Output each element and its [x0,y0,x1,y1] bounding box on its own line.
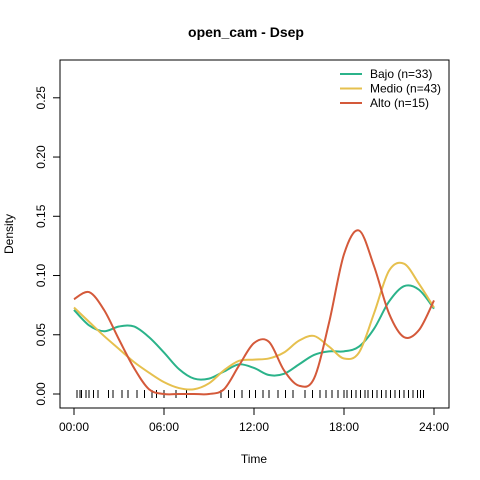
x-axis: 00:00 06:00 12:00 18:00 24:00 [59,407,449,434]
y-tick-label: 0.20 [34,145,48,169]
x-tick-label: 06:00 [149,420,179,434]
series-line-2 [73,261,435,391]
x-tick-label: 12:00 [239,420,269,434]
x-tick-label: 18:00 [329,420,359,434]
y-tick-label: 0.05 [34,323,48,347]
legend: Bajo (n=33)Medio (n=43)Alto (n=15) [340,67,441,110]
legend-label: Alto (n=15) [370,96,429,110]
y-axis: 0.00 0.05 0.10 0.15 0.20 0.25 [34,86,61,406]
density-lines [73,229,435,396]
y-tick-label: 0.25 [34,86,48,110]
y-tick-label: 0.15 [34,204,48,228]
y-tick-label: 0.00 [34,382,48,406]
x-axis-label: Time [241,452,268,466]
y-tick-label: 0.10 [34,264,48,288]
series-line-3 [73,229,435,396]
legend-label: Bajo (n=33) [370,67,432,81]
rug-marks [76,390,424,398]
series-line-1 [73,284,435,381]
x-tick-label: 00:00 [59,420,89,434]
chart-title: open_cam - Dsep [188,24,304,40]
x-tick-label: 24:00 [419,420,449,434]
legend-label: Medio (n=43) [370,82,441,96]
y-axis-label: Density [2,214,16,254]
